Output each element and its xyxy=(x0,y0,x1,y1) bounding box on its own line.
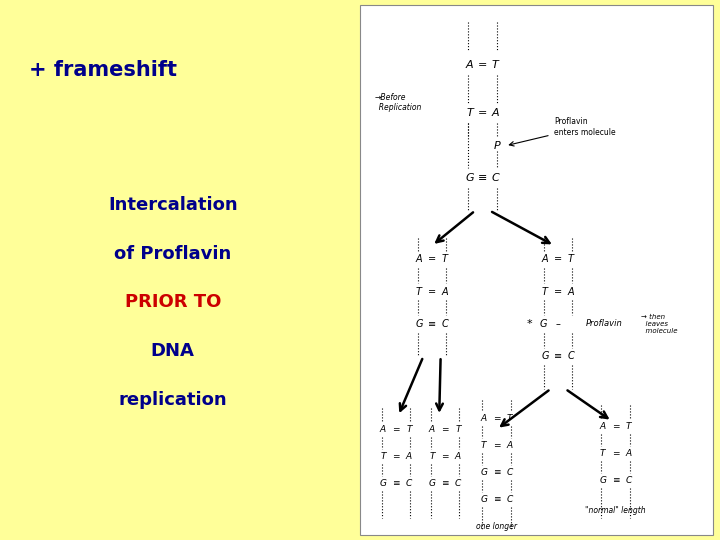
Text: *: * xyxy=(526,319,532,329)
Text: → then
  leaves
  molecule: → then leaves molecule xyxy=(641,314,678,334)
Text: + frameshift: + frameshift xyxy=(29,60,177,80)
Text: ≡: ≡ xyxy=(493,495,500,504)
Text: replication: replication xyxy=(119,390,227,409)
Text: T: T xyxy=(507,414,513,423)
Text: =: = xyxy=(554,254,562,264)
Text: T: T xyxy=(568,254,574,264)
Text: A: A xyxy=(567,287,575,296)
Text: =: = xyxy=(428,287,436,296)
Text: Proflavin
enters molecule: Proflavin enters molecule xyxy=(554,117,616,137)
Text: T: T xyxy=(380,452,386,461)
Text: ≡: ≡ xyxy=(493,468,500,477)
Text: =: = xyxy=(392,452,400,461)
Text: C: C xyxy=(507,495,513,504)
Text: A: A xyxy=(415,254,423,264)
Text: =: = xyxy=(477,109,487,118)
Text: "normal" length: "normal" length xyxy=(585,506,646,515)
Text: A: A xyxy=(600,422,606,431)
Text: A: A xyxy=(541,254,549,264)
Text: A: A xyxy=(481,414,487,423)
Text: one longer: one longer xyxy=(477,522,517,531)
Text: Intercalation: Intercalation xyxy=(108,196,238,214)
Text: T: T xyxy=(429,452,435,461)
FancyBboxPatch shape xyxy=(360,5,713,535)
Text: T: T xyxy=(542,287,548,296)
Text: G: G xyxy=(428,479,436,488)
Text: =: = xyxy=(441,425,449,434)
Text: G: G xyxy=(379,479,387,488)
Text: DNA: DNA xyxy=(151,342,194,360)
Text: =: = xyxy=(493,441,500,450)
Text: →Before
  Replication: →Before Replication xyxy=(374,93,422,112)
Text: =: = xyxy=(428,254,436,264)
Text: G: G xyxy=(480,468,487,477)
Text: A: A xyxy=(492,109,499,118)
Text: ≡: ≡ xyxy=(392,479,400,488)
Text: T: T xyxy=(626,422,631,431)
Text: A: A xyxy=(626,449,631,458)
Text: ≡: ≡ xyxy=(441,479,449,488)
Text: A: A xyxy=(507,441,513,450)
Text: C: C xyxy=(441,319,449,329)
Text: A: A xyxy=(455,452,461,461)
Text: =: = xyxy=(392,425,400,434)
Text: T: T xyxy=(466,109,473,118)
Text: P: P xyxy=(493,141,500,151)
Text: T: T xyxy=(600,449,606,458)
Text: T: T xyxy=(481,441,487,450)
Text: T: T xyxy=(455,425,461,434)
Text: ≡: ≡ xyxy=(554,352,562,361)
Text: G: G xyxy=(465,173,474,183)
Text: –: – xyxy=(556,319,560,329)
Text: =: = xyxy=(554,287,562,296)
Text: A: A xyxy=(429,425,435,434)
Text: C: C xyxy=(492,173,499,183)
Text: G: G xyxy=(541,352,549,361)
Text: T: T xyxy=(416,287,422,296)
Text: G: G xyxy=(599,476,606,485)
Text: C: C xyxy=(567,352,575,361)
Text: C: C xyxy=(507,468,513,477)
Text: C: C xyxy=(626,476,631,485)
Text: G: G xyxy=(415,319,423,329)
Text: =: = xyxy=(441,452,449,461)
Text: PRIOR TO: PRIOR TO xyxy=(125,293,221,312)
Text: A: A xyxy=(466,60,473,70)
Text: =: = xyxy=(612,422,619,431)
Text: A: A xyxy=(406,452,412,461)
Text: of Proflavin: of Proflavin xyxy=(114,245,231,263)
Text: C: C xyxy=(455,479,461,488)
Text: G: G xyxy=(480,495,487,504)
Text: G: G xyxy=(540,319,547,329)
Text: T: T xyxy=(406,425,412,434)
Text: A: A xyxy=(380,425,386,434)
Text: ≡: ≡ xyxy=(428,319,436,329)
Text: =: = xyxy=(493,414,500,423)
Text: ≡: ≡ xyxy=(612,476,619,485)
Text: A: A xyxy=(441,287,449,296)
Text: C: C xyxy=(406,479,412,488)
Text: T: T xyxy=(442,254,448,264)
Text: =: = xyxy=(477,60,487,70)
Text: T: T xyxy=(492,60,499,70)
Text: ≡: ≡ xyxy=(477,173,487,183)
Text: Proflavin: Proflavin xyxy=(585,320,622,328)
Text: =: = xyxy=(612,449,619,458)
